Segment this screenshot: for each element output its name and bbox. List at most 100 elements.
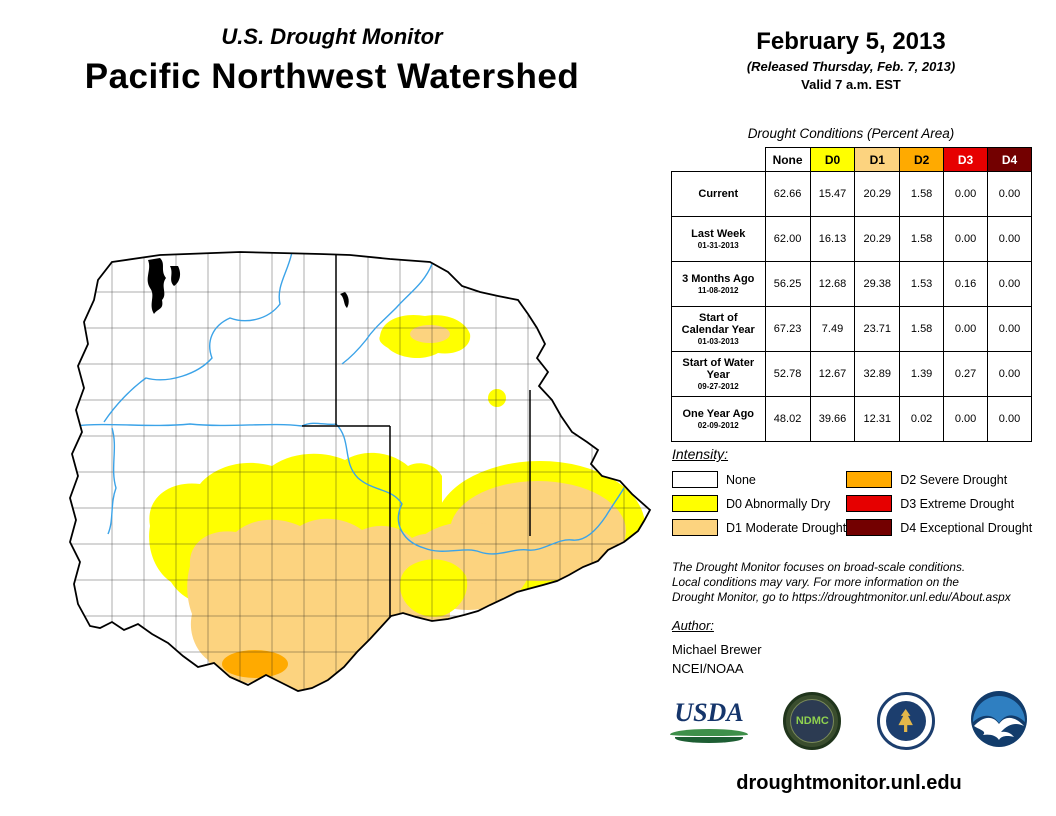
table-row: One Year Ago 02-09-2012 48.02 39.66 12.3… (671, 396, 1032, 442)
legend-item-d0: D0 Abnormally Dry (672, 495, 846, 512)
row-label-text: Start of Calendar Year (681, 312, 755, 336)
legend-label: D4 Exceptional Drought (900, 520, 1033, 535)
author-name: Michael Brewer (672, 642, 762, 657)
table-cell: 1.58 (899, 171, 945, 217)
table-cell: 56.25 (764, 261, 811, 307)
table-cell: 52.78 (764, 351, 811, 397)
table-cell: 16.13 (809, 216, 856, 262)
right-column: February 5, 2013 (Released Thursday, Feb… (670, 28, 1032, 814)
table-cell: 0.16 (943, 261, 989, 307)
legend-item-d2: D2 Severe Drought (846, 471, 1032, 488)
puget-sound (147, 258, 349, 314)
table-corner-cell (671, 147, 766, 172)
table-header-row: None D0 D1 D2 D3 D4 (671, 147, 1032, 172)
d1-swatch (672, 519, 718, 536)
table-cell: 0.00 (987, 261, 1032, 307)
valid-time: Valid 7 a.m. EST (801, 77, 901, 92)
disclaimer-line: Drought Monitor, go to https://droughtmo… (672, 590, 1011, 604)
d4-swatch (846, 519, 893, 536)
column-header-d1: D1 (854, 147, 901, 172)
legend-item-d4: D4 Exceptional Drought (846, 519, 1032, 536)
eagle-icon (898, 709, 913, 732)
table-cell: 32.89 (854, 351, 901, 397)
legend-label: D2 Severe Drought (900, 472, 1008, 487)
usda-logo: USDA (670, 697, 748, 743)
disclaimer-line: The Drought Monitor focuses on broad-sca… (672, 560, 966, 574)
disclaimer-line: Local conditions may vary. For more info… (672, 575, 959, 589)
legend-label: D1 Moderate Drought (726, 520, 847, 535)
row-header-one-year-ago: One Year Ago 02-09-2012 (671, 396, 766, 442)
rivers (73, 252, 625, 555)
row-label-text: Start of Water Year (682, 357, 755, 381)
table-cell: 0.27 (943, 351, 989, 397)
column-header-none: None (764, 147, 811, 172)
drought-map (69, 251, 651, 692)
row-sublabel-text: 11-08-2012 (698, 286, 739, 295)
row-header-current: Current (671, 171, 766, 217)
footer-url: droughtmonitor.unl.edu (736, 772, 962, 794)
table-cell: 12.31 (854, 396, 901, 442)
author-title: Author: (672, 618, 714, 633)
column-header-d2: D2 (899, 147, 945, 172)
agency-logos: USDA NDMC (670, 688, 1028, 754)
usda-swoosh-icon (675, 736, 743, 743)
table-cell: 39.66 (809, 396, 856, 442)
table-row: 3 Months Ago 11-08-2012 56.25 12.68 29.3… (671, 261, 1032, 307)
table-cell: 0.00 (943, 396, 989, 442)
row-header-start-water-year: Start of Water Year 09-27-2012 (671, 351, 766, 397)
legend-label: None (726, 472, 756, 487)
table-cell: 1.39 (899, 351, 945, 397)
table-cell: 7.49 (809, 306, 856, 352)
table-cell: 0.00 (987, 351, 1032, 397)
table-cell: 23.71 (854, 306, 901, 352)
table-cell: 29.38 (854, 261, 901, 307)
row-header-start-calendar-year: Start of Calendar Year 01-03-2013 (671, 306, 766, 352)
disclaimer: The Drought Monitor focuses on broad-sca… (672, 560, 1011, 605)
drought-conditions-table: None D0 D1 D2 D3 D4 Current 62.66 15.47 … (671, 147, 1032, 442)
table-cell: 0.00 (943, 306, 989, 352)
row-header-3-months-ago: 3 Months Ago 11-08-2012 (671, 261, 766, 307)
row-sublabel-text: 02-09-2012 (697, 421, 739, 430)
table-cell: 0.00 (987, 216, 1032, 262)
map-date: February 5, 2013 (756, 28, 946, 55)
table-cell: 15.47 (809, 171, 856, 217)
d2-swatch (846, 471, 893, 488)
state-borders (302, 252, 531, 617)
table-row: Start of Calendar Year 01-03-2013 67.23 … (671, 306, 1032, 352)
d0-swatch (672, 495, 718, 512)
legend-item-d3: D3 Extreme Drought (846, 495, 1032, 512)
table-title: Drought Conditions (Percent Area) (747, 126, 955, 141)
usda-swoosh-icon (670, 728, 748, 736)
table-cell: 20.29 (854, 171, 901, 217)
d0-region-overlay (400, 559, 468, 617)
table-cell: 12.68 (809, 261, 856, 307)
table-cell: 0.00 (943, 216, 989, 262)
table-cell: 0.00 (987, 306, 1032, 352)
row-sublabel-text: 09-27-2012 (697, 382, 739, 391)
none-swatch (672, 471, 718, 488)
legend-title: Intensity: (672, 446, 729, 462)
ndmc-wordmark: NDMC (795, 715, 829, 727)
legend-label: D3 Extreme Drought (900, 496, 1015, 511)
legend-item-d1: D1 Moderate Drought (672, 519, 846, 536)
row-label-text: Last Week (691, 228, 746, 240)
intensity-legend: Intensity: None D0 Abnormally Dry D1 Mod… (672, 446, 1032, 536)
county-lines (70, 252, 650, 691)
legend-item-none: None (672, 471, 846, 488)
table-cell: 20.29 (854, 216, 901, 262)
commerce-seal-icon (885, 701, 926, 741)
noaa-logo (970, 690, 1028, 753)
map-area (40, 236, 670, 706)
monitor-title: U.S. Drought Monitor (221, 24, 443, 49)
table-cell: 0.00 (943, 171, 989, 217)
column-header-d3: D3 (943, 147, 989, 172)
table-row: Start of Water Year 09-27-2012 52.78 12.… (671, 351, 1032, 397)
ndmc-logo: NDMC (783, 692, 842, 750)
table-cell: 62.66 (764, 171, 811, 217)
table-cell: 48.02 (764, 396, 811, 442)
table-cell: 1.58 (899, 306, 945, 352)
table-cell: 0.02 (899, 396, 945, 442)
author-block: Author: Michael Brewer NCEI/NOAA (672, 618, 762, 676)
usda-wordmark: USDA (674, 697, 744, 727)
